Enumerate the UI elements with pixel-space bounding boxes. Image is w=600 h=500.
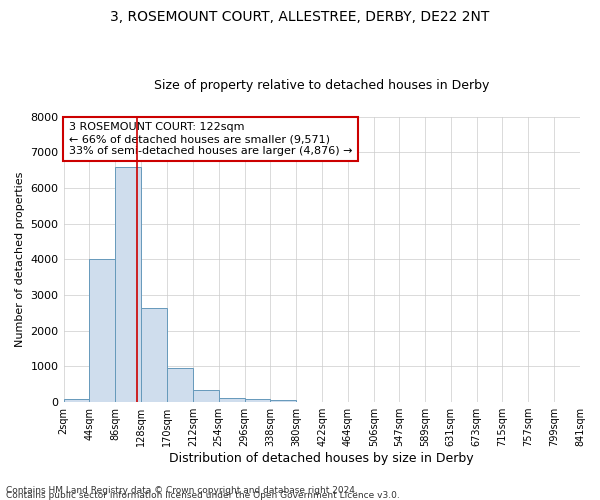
- Text: 3 ROSEMOUNT COURT: 122sqm
← 66% of detached houses are smaller (9,571)
33% of se: 3 ROSEMOUNT COURT: 122sqm ← 66% of detac…: [69, 122, 352, 156]
- Bar: [115, 166, 141, 402]
- Bar: [141, 308, 167, 402]
- Bar: [245, 399, 271, 402]
- Y-axis label: Number of detached properties: Number of detached properties: [15, 172, 25, 347]
- Bar: [218, 398, 245, 402]
- Text: Contains HM Land Registry data © Crown copyright and database right 2024.: Contains HM Land Registry data © Crown c…: [6, 486, 358, 495]
- Bar: [64, 399, 89, 402]
- Bar: [271, 400, 296, 402]
- Bar: [193, 390, 218, 402]
- Text: Contains public sector information licensed under the Open Government Licence v3: Contains public sector information licen…: [6, 491, 400, 500]
- Bar: [167, 368, 193, 402]
- Bar: [89, 260, 115, 402]
- X-axis label: Distribution of detached houses by size in Derby: Distribution of detached houses by size …: [169, 452, 474, 465]
- Text: 3, ROSEMOUNT COURT, ALLESTREE, DERBY, DE22 2NT: 3, ROSEMOUNT COURT, ALLESTREE, DERBY, DE…: [110, 10, 490, 24]
- Title: Size of property relative to detached houses in Derby: Size of property relative to detached ho…: [154, 79, 490, 92]
